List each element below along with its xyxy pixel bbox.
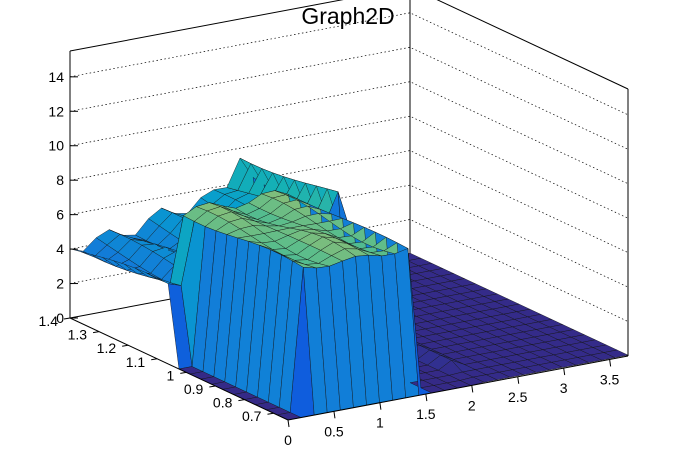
x-tick-mark [609, 359, 612, 367]
x-tick-mark [425, 393, 428, 402]
y-tick-label: 0.9 [184, 381, 204, 397]
back-top-edge [69, 0, 344, 52]
x-tick-mark [333, 411, 336, 419]
y-tick-label: 1.3 [68, 327, 88, 343]
axis-ticks: 024681012140.70.80.911.11.21.31.400.511.… [39, 69, 620, 448]
right-top-edge [436, 0, 629, 90]
z-tick-label: 8 [56, 172, 64, 188]
x-tick-mark [517, 376, 520, 384]
y-tick-mark [92, 331, 100, 334]
surface-patch [603, 349, 629, 358]
y-tick-label: 1.2 [97, 340, 117, 356]
left-top-edge [70, 51, 288, 153]
x-tick-mark [471, 385, 474, 393]
x-tick-label: 2.5 [508, 389, 528, 405]
front-floor-edge [287, 355, 629, 421]
y-tick-mark [238, 399, 245, 402]
x-tick-mark [563, 368, 566, 376]
y-tick-mark [151, 358, 158, 361]
y-tick-mark [209, 385, 216, 388]
z-tick-label: 2 [56, 276, 64, 292]
y-tick-label: 1.1 [126, 354, 146, 370]
surface [69, 157, 629, 421]
z-tick-label: 12 [48, 103, 64, 119]
y-tick-mark [267, 412, 274, 415]
y-tick-mark [180, 371, 187, 374]
z-tick-label: 14 [48, 69, 64, 85]
y-tick-mark [122, 344, 129, 347]
y-tick-label: 0.7 [242, 408, 262, 424]
x-tick-mark [379, 402, 382, 410]
z-tick-label: 4 [56, 241, 64, 257]
x-tick-label: 3.5 [600, 371, 620, 387]
y-tick-mark [63, 317, 71, 320]
front-frame [69, 51, 629, 421]
x-tick-label: 2 [468, 397, 476, 413]
z-tick-label: 0 [56, 310, 64, 326]
x-tick-label: 3 [560, 380, 568, 396]
z-gridline [69, 115, 629, 219]
x-tick-label: 1.5 [416, 406, 436, 422]
z-gridline [69, 46, 629, 150]
z-tick-label: 6 [56, 207, 64, 223]
y-tick-label: 1 [166, 367, 174, 383]
y-tick-label: 0.8 [213, 395, 233, 411]
z-gridline [69, 81, 629, 185]
left-floor-edge [69, 317, 289, 421]
x-tick-label: 0 [284, 432, 292, 448]
x-tick-label: 0.5 [324, 423, 344, 439]
x-tick-label: 1 [376, 415, 384, 431]
y-tick-label: 1.4 [39, 313, 59, 329]
x-tick-mark [287, 419, 290, 428]
chart-title: Graph2D [301, 3, 394, 29]
z-tick-label: 10 [48, 138, 64, 154]
